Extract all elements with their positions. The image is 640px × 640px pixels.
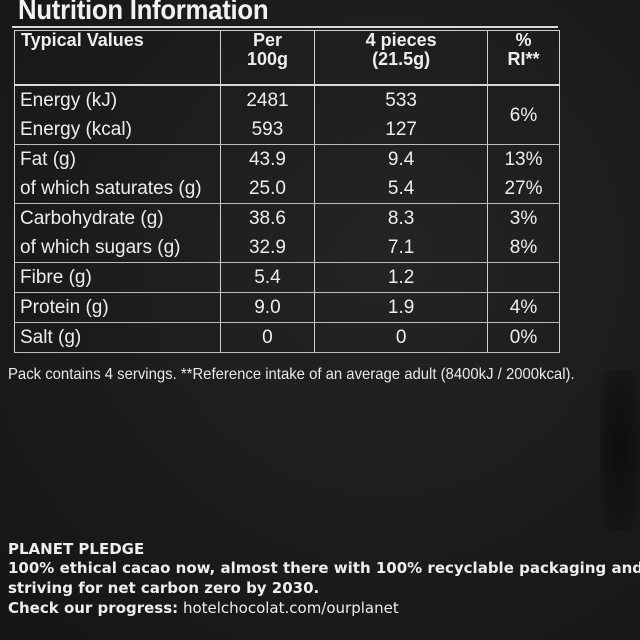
- value-per-portion: 9.4: [314, 144, 488, 174]
- value-ri: 3%: [487, 203, 560, 233]
- header-ri: % RI**: [487, 30, 560, 86]
- value-per-100g: 38.6: [219, 203, 316, 233]
- value-ri: 8%: [487, 233, 560, 263]
- value-per-portion: 0: [314, 322, 488, 353]
- table-row: Energy (kJ) 2481 533 6%: [14, 84, 560, 145]
- nutrient-label: Protein (g): [14, 292, 221, 323]
- nutrient-label: Salt (g): [14, 322, 221, 353]
- value-ri: 4%: [487, 292, 560, 323]
- table-row: Fibre (g) 5.4 1.2: [14, 262, 560, 293]
- header-per-line1: Per: [252, 30, 282, 50]
- table-header-row: Typical Values Per 100g 4 pieces (21.5g)…: [14, 30, 560, 86]
- table-row: of which saturates (g) 25.0 5.4 27%: [14, 174, 560, 204]
- pledge-line-2: striving for net carbon zero by 2030.: [8, 579, 320, 597]
- header-ri-line2: RI**: [507, 49, 540, 69]
- header-per-100g: Per 100g: [219, 30, 316, 86]
- header-pieces-line1: 4 pieces: [365, 30, 437, 50]
- value-per-portion: 1.9: [314, 292, 488, 323]
- header-ri-line1: %: [515, 30, 532, 50]
- value-per-100g: 5.4: [219, 262, 316, 293]
- header-typical-values: Typical Values: [14, 30, 221, 86]
- value-per-100g: 2481: [219, 84, 316, 115]
- table-row: Carbohydrate (g) 38.6 8.3 3%: [14, 203, 560, 233]
- progress-url: hotelchocolat.com/ourplanet: [182, 599, 399, 617]
- value-per-100g: 0: [219, 322, 316, 353]
- value-per-portion: 127: [314, 115, 488, 145]
- value-ri: 27%: [487, 174, 560, 204]
- header-4-pieces: 4 pieces (21.5g): [314, 30, 488, 86]
- pledge-progress: Check our progress: hotelchocolat.com/ou…: [8, 598, 640, 618]
- value-per-100g: 43.9: [219, 144, 316, 174]
- value-ri: [487, 262, 560, 293]
- nutrition-table: Typical Values Per 100g 4 pieces (21.5g)…: [14, 30, 560, 353]
- value-per-100g: 593: [219, 115, 316, 145]
- value-per-100g: 9.0: [219, 292, 316, 323]
- pledge-line-1: 100% ethical cacao now, almost there wit…: [8, 559, 640, 577]
- header-pieces-line2: (21.5g): [372, 49, 431, 69]
- title-rule: [12, 26, 558, 28]
- value-per-portion: 533: [314, 84, 488, 115]
- table-row: Fat (g) 43.9 9.4 13%: [14, 144, 560, 174]
- table-row: Salt (g) 0 0 0%: [14, 322, 560, 353]
- panel-title: Nutrition Information: [18, 0, 269, 25]
- value-per-100g: 32.9: [219, 233, 316, 263]
- pledge-heading: PLANET PLEDGE: [8, 540, 145, 558]
- nutrient-label: of which sugars (g): [14, 233, 221, 263]
- nutrient-label: Energy (kcal): [14, 115, 221, 145]
- table-row: of which sugars (g) 32.9 7.1 8%: [14, 233, 560, 263]
- value-per-portion: 7.1: [314, 233, 488, 263]
- value-per-portion: 1.2: [314, 262, 488, 293]
- value-per-portion: 5.4: [314, 174, 488, 204]
- value-ri: 0%: [487, 322, 560, 353]
- nutrient-label: of which saturates (g): [14, 174, 221, 204]
- nutrient-label: Fat (g): [14, 144, 221, 174]
- progress-label: Check our progress:: [8, 599, 179, 617]
- header-per-line2: 100g: [246, 49, 288, 69]
- dark-texture-patch: [600, 370, 640, 530]
- nutrient-label: Energy (kJ): [14, 84, 221, 115]
- table-row: Protein (g) 9.0 1.9 4%: [14, 292, 560, 323]
- value-per-portion: 8.3: [314, 203, 488, 233]
- nutrient-label: Fibre (g): [14, 262, 221, 293]
- table-row: Energy (kcal) 593 127: [14, 115, 560, 145]
- planet-pledge: PLANET PLEDGE 100% ethical cacao now, al…: [8, 540, 640, 618]
- value-ri: 13%: [487, 144, 560, 174]
- value-ri-energy: 6%: [487, 84, 560, 145]
- nutrient-label: Carbohydrate (g): [14, 203, 221, 233]
- value-per-100g: 25.0: [219, 174, 316, 204]
- servings-footnote: Pack contains 4 servings. **Reference in…: [8, 366, 575, 383]
